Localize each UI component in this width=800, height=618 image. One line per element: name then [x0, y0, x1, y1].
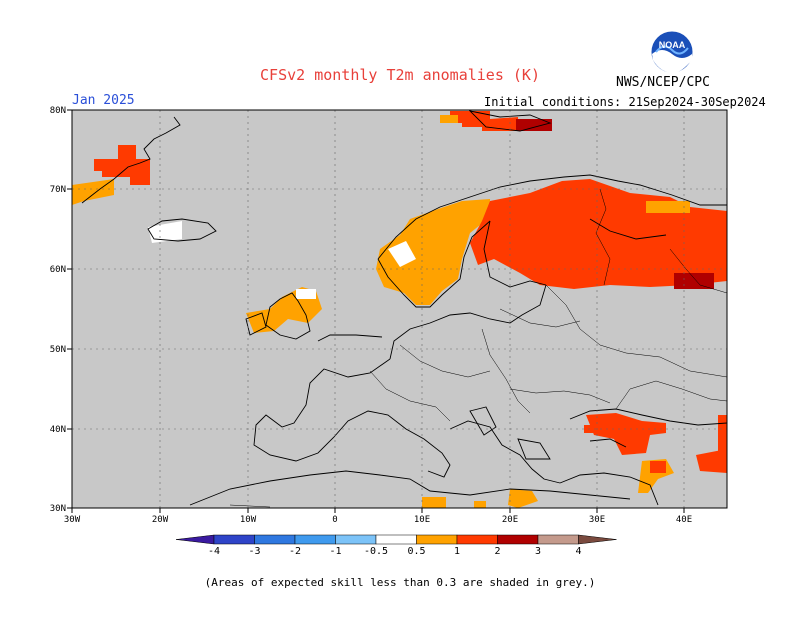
colorbar-label: 4: [575, 546, 581, 557]
colorbar-label: 0.5: [407, 546, 425, 557]
colorbar: -4 -3 -2 -1 -0.5 0.5 1 2 3 4: [175, 534, 617, 557]
tick-marks: [67, 109, 685, 513]
colorbar-segment: [254, 534, 296, 545]
chart-title: CFSv2 monthly T2m anomalies (K): [260, 66, 540, 84]
svg-text:NOAA: NOAA: [659, 40, 686, 50]
lon-label: 0: [332, 515, 337, 525]
anomaly-scandinavia: [376, 199, 490, 305]
lat-label: 30N: [50, 504, 66, 514]
colorbar-label: 2: [494, 546, 500, 557]
initial-conditions: Initial conditions: 21Sep2024-30Sep2024: [484, 95, 766, 109]
coastlines: [81, 110, 728, 506]
anomaly-north-africa: [422, 497, 446, 508]
graticule: [72, 110, 727, 508]
colorbar-segment: [375, 534, 417, 545]
colorbar-label: 3: [535, 546, 541, 557]
lat-label: 50N: [50, 345, 66, 355]
lon-label: 20E: [502, 515, 518, 525]
skill-footnote: (Areas of expected skill less than 0.3 a…: [204, 576, 596, 589]
lon-label: 30W: [64, 515, 81, 525]
lon-label: 40E: [676, 515, 692, 525]
anomaly-map: 80N 70N 60N 50N 40N 30N 30W 20W 10W 0 10…: [50, 106, 728, 557]
lat-label: 70N: [50, 185, 66, 195]
colorbar-arrow-low: [175, 534, 215, 545]
colorbar-segment: [294, 534, 336, 545]
agency-label: NWS/NCEP/CPC: [616, 75, 710, 90]
colorbar-label: 1: [454, 546, 460, 557]
latitude-labels: 80N 70N 60N 50N 40N 30N: [50, 106, 66, 514]
longitude-labels: 30W 20W 10W 0 10E 20E 30E 40E: [64, 515, 692, 525]
colorbar-label: -3: [248, 546, 260, 557]
lon-label: 10W: [240, 515, 257, 525]
colorbar-label: -0.5: [364, 546, 388, 557]
colorbar-segment: [335, 534, 377, 545]
colorbar-segment: [537, 534, 579, 545]
lon-label: 30E: [589, 515, 605, 525]
noaa-logo: NOAA: [650, 30, 694, 74]
colorbar-label: -1: [329, 546, 341, 557]
lat-label: 60N: [50, 265, 66, 275]
colorbar-label: -2: [289, 546, 301, 557]
anomaly-greenland: [94, 145, 150, 185]
month-label: Jan 2025: [72, 93, 135, 108]
anomaly-anatolia: [586, 413, 666, 455]
map-frame: [71, 109, 728, 509]
lon-label: 10E: [414, 515, 430, 525]
colorbar-segment: [456, 534, 498, 545]
colorbar-segment: [213, 534, 255, 545]
colorbar-label: -4: [208, 546, 220, 557]
anomaly-fields: [72, 111, 727, 508]
colorbar-segment: [497, 534, 539, 545]
colorbar-arrow-high: [578, 534, 617, 545]
lon-label: 20W: [152, 515, 169, 525]
lat-label: 40N: [50, 425, 66, 435]
lat-label: 80N: [50, 106, 66, 116]
colorbar-segment: [416, 534, 458, 545]
